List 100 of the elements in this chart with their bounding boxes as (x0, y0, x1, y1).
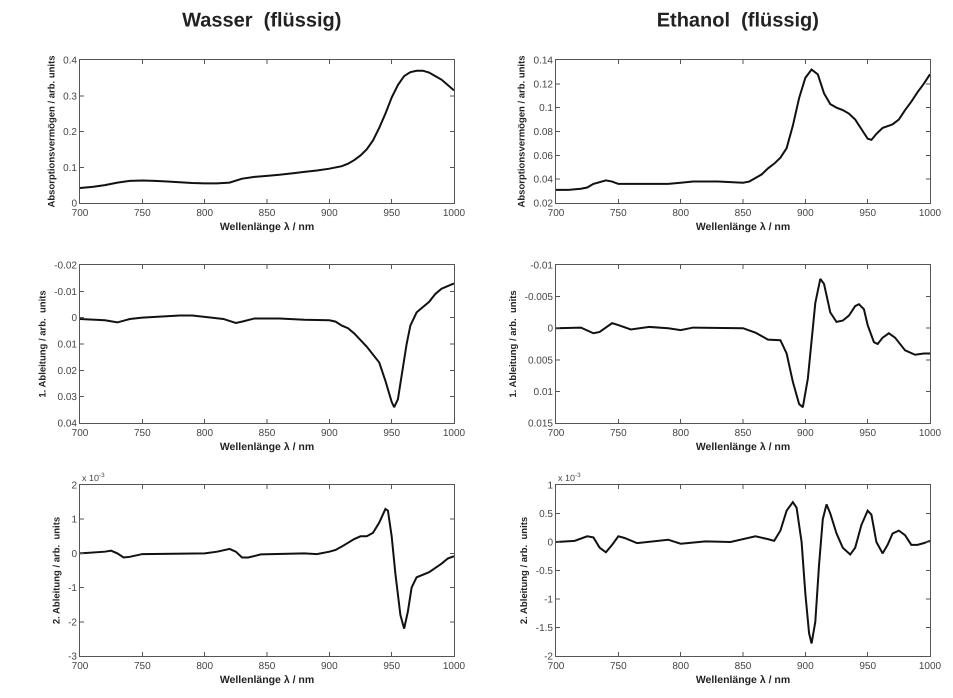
line-series (556, 68, 930, 191)
x-tick-label: 950 (383, 208, 400, 219)
x-tick-label: 850 (258, 428, 276, 439)
y-tick-label: -1 (68, 583, 78, 594)
x-tick-label: 900 (320, 661, 338, 672)
x-tick-label: 800 (672, 208, 690, 219)
x-tick-label: 900 (796, 428, 814, 439)
y-tick-label: 2 (71, 480, 78, 492)
y-tick-label: 1 (71, 514, 78, 526)
x-tick-label: 900 (320, 208, 338, 219)
x-tick-label: 1000 (918, 661, 942, 672)
y-tick-label: 0.01 (534, 386, 554, 398)
x-tick-label: 850 (258, 208, 276, 219)
x-tick-label: 800 (672, 428, 690, 439)
y-axis-title: Absorptionsvermögen / arb. units (516, 55, 528, 208)
x-tick-label: 900 (796, 208, 814, 219)
y-tick-label: 1 (547, 480, 554, 492)
y-tick-label: -1 (544, 594, 554, 606)
y-tick-label: 0 (547, 538, 554, 548)
y-axis-title: Absorptionsvermögen / arb. units (46, 55, 58, 208)
x-axis-title: Wellenlänge λ / nm (696, 674, 790, 686)
x-tick-label: 700 (548, 661, 565, 672)
x-tick-label: 750 (134, 208, 152, 219)
x-tick-label: 750 (134, 428, 152, 439)
x-tick-label: 800 (672, 661, 690, 672)
x-tick-label: 950 (859, 661, 876, 672)
y-tick-label: -0.5 (536, 566, 554, 577)
y-tick-label: -0.01 (54, 286, 78, 298)
x-tick-label: 800 (196, 428, 214, 439)
x-tick-label: 700 (72, 208, 89, 219)
x-tick-label: 950 (383, 661, 400, 672)
y-tick-label: 0.5 (539, 509, 554, 520)
y-tick-label: 0 (71, 313, 78, 324)
x-tick-label: 1000 (918, 208, 942, 219)
y-axis-title: 1. Ableitung / arb. units (508, 290, 519, 398)
x-tick-label: 850 (734, 428, 752, 439)
y-tick-label: -1.5 (536, 623, 554, 634)
x-tick-label: 850 (258, 661, 276, 672)
x-tick-label: 900 (796, 661, 814, 672)
y-tick-label: 0 (71, 198, 78, 210)
x-tick-label: 1000 (442, 428, 466, 439)
y-tick-label: 0.4 (63, 56, 78, 66)
x-tick-label: 700 (72, 661, 89, 672)
y-tick-label: 0.2 (63, 127, 78, 138)
y-tick-label: 0.04 (534, 174, 554, 186)
x-tick-label: 750 (610, 661, 628, 672)
x-tick-label: 750 (134, 661, 152, 672)
y-axis-title: 2. Ableitung / arb. units (518, 516, 530, 624)
chart-title: Ethanol (flüssig) (656, 9, 819, 32)
x-tick-label: 750 (610, 428, 628, 439)
x-tick-label: 900 (320, 428, 338, 439)
y-tick-label: 0 (547, 324, 554, 335)
y-tick-label: 0.08 (534, 127, 554, 138)
x-tick-label: 700 (548, 428, 565, 439)
x-axis-title: Wellenlänge λ / nm (220, 674, 314, 686)
y-axis-title: 1. Ableitung / arb. units (37, 290, 48, 398)
line-series (80, 70, 454, 189)
y-tick-label: -2 (544, 652, 554, 662)
x-tick-label: 1000 (442, 208, 466, 219)
x-tick-label: 1000 (918, 428, 942, 439)
x-tick-label: 700 (72, 428, 89, 439)
x-axis-title: Wellenlänge λ / nm (696, 220, 790, 233)
x-tick-label: 800 (196, 208, 214, 219)
line-series (556, 278, 930, 408)
y-tick-label: -2 (68, 617, 78, 628)
x-tick-label: 950 (383, 428, 400, 439)
y-tick-label: -0.005 (524, 292, 554, 304)
x-tick-label: 950 (859, 428, 876, 439)
x-axis-title: Wellenlänge λ / nm (220, 440, 314, 453)
y-tick-label: 0.005 (528, 355, 554, 366)
chart-title: Wasser (flüssig) (182, 9, 342, 32)
y-tick-label: 0.3 (63, 91, 78, 102)
y-tick-label: 0.1 (539, 103, 554, 114)
x-tick-label: 850 (734, 208, 752, 219)
x-tick-label: 1000 (442, 661, 466, 672)
y-tick-label: 0.02 (58, 366, 78, 377)
y-tick-label: -0.01 (530, 260, 554, 272)
y-tick-label: 0.06 (534, 150, 554, 162)
y-tick-label: 0.01 (58, 340, 78, 350)
y-tick-label: 0.02 (534, 198, 554, 210)
y-tick-label: 0.04 (58, 418, 78, 430)
y-tick-label: 0.1 (63, 162, 78, 174)
line-series (556, 501, 930, 644)
y-tick-label: 0 (71, 548, 78, 560)
y-tick-label: 0.015 (528, 418, 554, 430)
text: x 10$^{-3}$ (558, 472, 582, 483)
x-tick-label: 800 (196, 661, 214, 672)
y-tick-label: -3 (68, 652, 78, 662)
line-series (80, 282, 454, 408)
line-series (80, 508, 454, 630)
text: x 10$^{-3}$ (82, 472, 106, 483)
x-axis-title: Wellenlänge λ / nm (220, 220, 314, 233)
x-tick-label: 700 (548, 208, 565, 219)
y-tick-label: 0.03 (58, 392, 78, 404)
y-tick-label: 0.14 (534, 56, 554, 66)
y-tick-label: -0.02 (54, 260, 78, 272)
x-axis-title: Wellenlänge λ / nm (696, 440, 790, 453)
x-tick-label: 750 (610, 208, 628, 219)
y-tick-label: 0.12 (534, 79, 554, 90)
x-tick-label: 950 (859, 208, 876, 219)
